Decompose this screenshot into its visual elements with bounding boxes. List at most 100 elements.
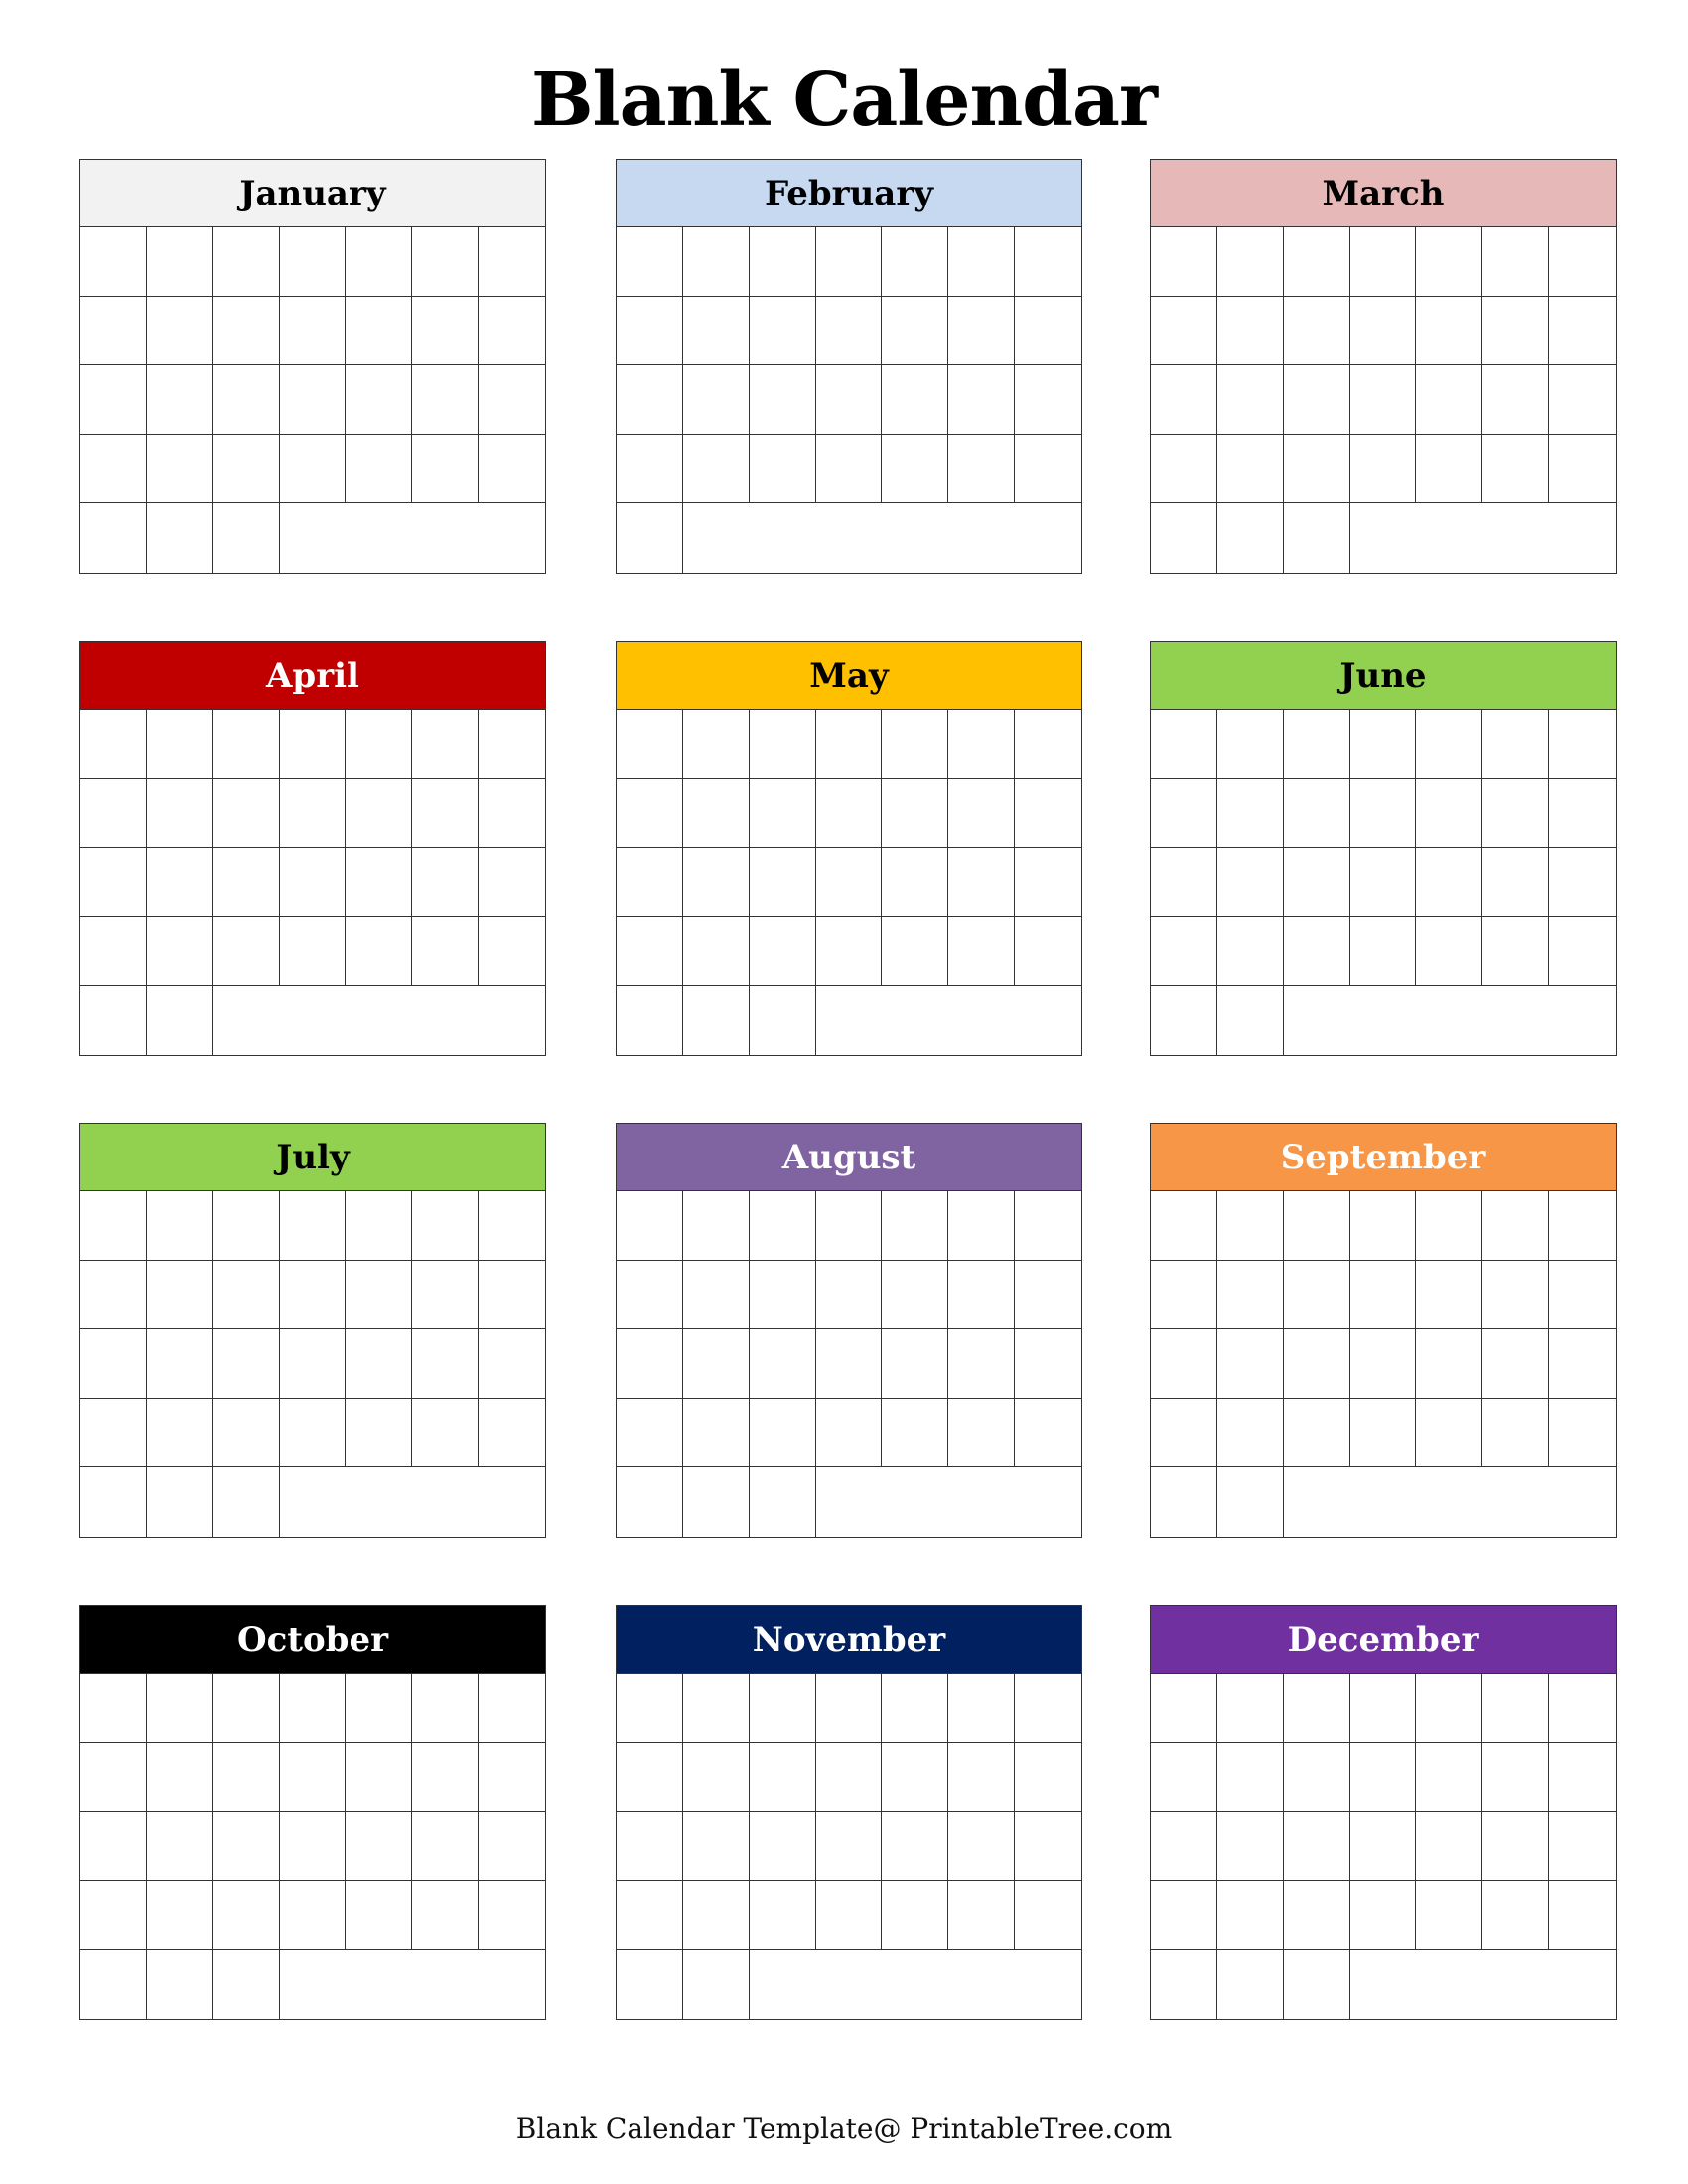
day-cell[interactable] (1151, 778, 1217, 849)
day-cell[interactable] (212, 365, 280, 435)
day-cell[interactable] (212, 1812, 280, 1881)
day-cell[interactable] (279, 1329, 347, 1399)
day-cell[interactable] (1216, 1742, 1284, 1813)
day-cell[interactable] (1349, 1260, 1417, 1330)
day-cell[interactable] (80, 848, 147, 917)
day-cell[interactable] (147, 1950, 213, 2019)
day-cell[interactable] (682, 848, 750, 917)
day-cell[interactable] (212, 848, 280, 917)
day-cell[interactable] (1349, 1880, 1417, 1951)
day-cell[interactable] (1283, 227, 1350, 297)
day-cell[interactable] (815, 1260, 883, 1330)
day-cell[interactable] (1151, 1674, 1217, 1743)
day-cell[interactable] (882, 1742, 949, 1813)
day-cell[interactable] (1283, 1191, 1350, 1261)
day-cell[interactable] (1216, 227, 1284, 297)
day-cell[interactable] (617, 296, 683, 366)
day-cell[interactable] (617, 916, 683, 987)
day-cell[interactable] (682, 916, 750, 987)
day-cell[interactable] (80, 296, 147, 366)
day-cell[interactable] (882, 227, 949, 297)
day-cell[interactable] (479, 1881, 545, 1951)
day-cell[interactable] (1283, 296, 1350, 366)
day-cell[interactable] (882, 1812, 949, 1881)
day-cell[interactable] (412, 1880, 480, 1951)
day-cell[interactable] (617, 1191, 683, 1261)
day-cell[interactable] (948, 1191, 1016, 1261)
day-cell[interactable] (948, 1260, 1016, 1330)
day-cell[interactable] (80, 986, 147, 1055)
day-cell[interactable] (80, 1467, 147, 1537)
day-cell[interactable] (1349, 778, 1417, 849)
day-cell[interactable] (749, 916, 816, 987)
day-cell[interactable] (1216, 778, 1284, 849)
day-cell[interactable] (346, 1812, 413, 1881)
day-cell[interactable] (80, 1880, 147, 1951)
day-cell[interactable] (80, 1398, 147, 1468)
day-cell[interactable] (1549, 1261, 1616, 1330)
day-cell[interactable] (1283, 1260, 1350, 1330)
day-cell[interactable] (212, 1329, 280, 1399)
day-cell[interactable] (815, 296, 883, 366)
day-cell[interactable] (1416, 710, 1483, 779)
day-cell[interactable] (279, 1674, 347, 1743)
day-cell[interactable] (948, 848, 1016, 917)
day-cell[interactable] (1216, 916, 1284, 987)
day-cell[interactable] (948, 710, 1016, 779)
day-cell[interactable] (815, 365, 883, 435)
day-cell[interactable] (1416, 227, 1483, 297)
day-cell[interactable] (1416, 848, 1483, 917)
day-cell[interactable] (146, 1674, 213, 1743)
day-cell[interactable] (479, 365, 545, 435)
day-cell[interactable] (1151, 1191, 1217, 1261)
day-cell[interactable] (617, 710, 683, 779)
day-cell[interactable] (617, 1467, 683, 1537)
day-cell[interactable] (80, 1742, 147, 1813)
day-cell[interactable] (1549, 848, 1616, 917)
day-cell[interactable] (1283, 1398, 1350, 1468)
day-cell[interactable] (1482, 1398, 1550, 1468)
day-cell[interactable] (1015, 1399, 1081, 1468)
day-cell[interactable] (1482, 848, 1550, 917)
day-cell[interactable] (479, 227, 545, 297)
day-cell[interactable] (1549, 1743, 1616, 1813)
day-cell[interactable] (1349, 1674, 1417, 1743)
day-cell[interactable] (1482, 1742, 1550, 1813)
day-cell[interactable] (1284, 1950, 1350, 2019)
day-cell[interactable] (749, 1742, 816, 1813)
day-cell[interactable] (617, 365, 683, 435)
day-cell[interactable] (1349, 1812, 1417, 1881)
day-cell[interactable] (146, 1191, 213, 1261)
day-cell[interactable] (1549, 1881, 1616, 1951)
day-cell[interactable] (1349, 848, 1417, 917)
day-cell[interactable] (1216, 1191, 1284, 1261)
day-cell[interactable] (346, 778, 413, 849)
day-cell[interactable] (882, 1329, 949, 1399)
day-cell[interactable] (617, 986, 683, 1055)
day-cell[interactable] (749, 1812, 816, 1881)
day-cell[interactable] (749, 434, 816, 504)
day-cell[interactable] (1283, 1674, 1350, 1743)
day-cell[interactable] (682, 778, 750, 849)
day-cell[interactable] (80, 365, 147, 435)
day-cell[interactable] (750, 1467, 816, 1537)
day-cell[interactable] (1549, 1812, 1616, 1881)
day-cell[interactable] (948, 1812, 1016, 1881)
day-cell[interactable] (1216, 1880, 1284, 1951)
day-cell[interactable] (212, 1398, 280, 1468)
day-cell[interactable] (1015, 365, 1081, 435)
day-cell[interactable] (749, 296, 816, 366)
day-cell[interactable] (1482, 778, 1550, 849)
day-cell[interactable] (683, 986, 750, 1055)
day-cell[interactable] (213, 1467, 280, 1537)
day-cell[interactable] (1549, 435, 1616, 504)
day-cell[interactable] (1482, 434, 1550, 504)
day-cell[interactable] (80, 1674, 147, 1743)
day-cell[interactable] (1416, 365, 1483, 435)
day-cell[interactable] (412, 296, 480, 366)
day-cell[interactable] (1416, 916, 1483, 987)
day-cell[interactable] (346, 1674, 413, 1743)
day-cell[interactable] (412, 1674, 480, 1743)
day-cell[interactable] (479, 1399, 545, 1468)
day-cell[interactable] (279, 1398, 347, 1468)
